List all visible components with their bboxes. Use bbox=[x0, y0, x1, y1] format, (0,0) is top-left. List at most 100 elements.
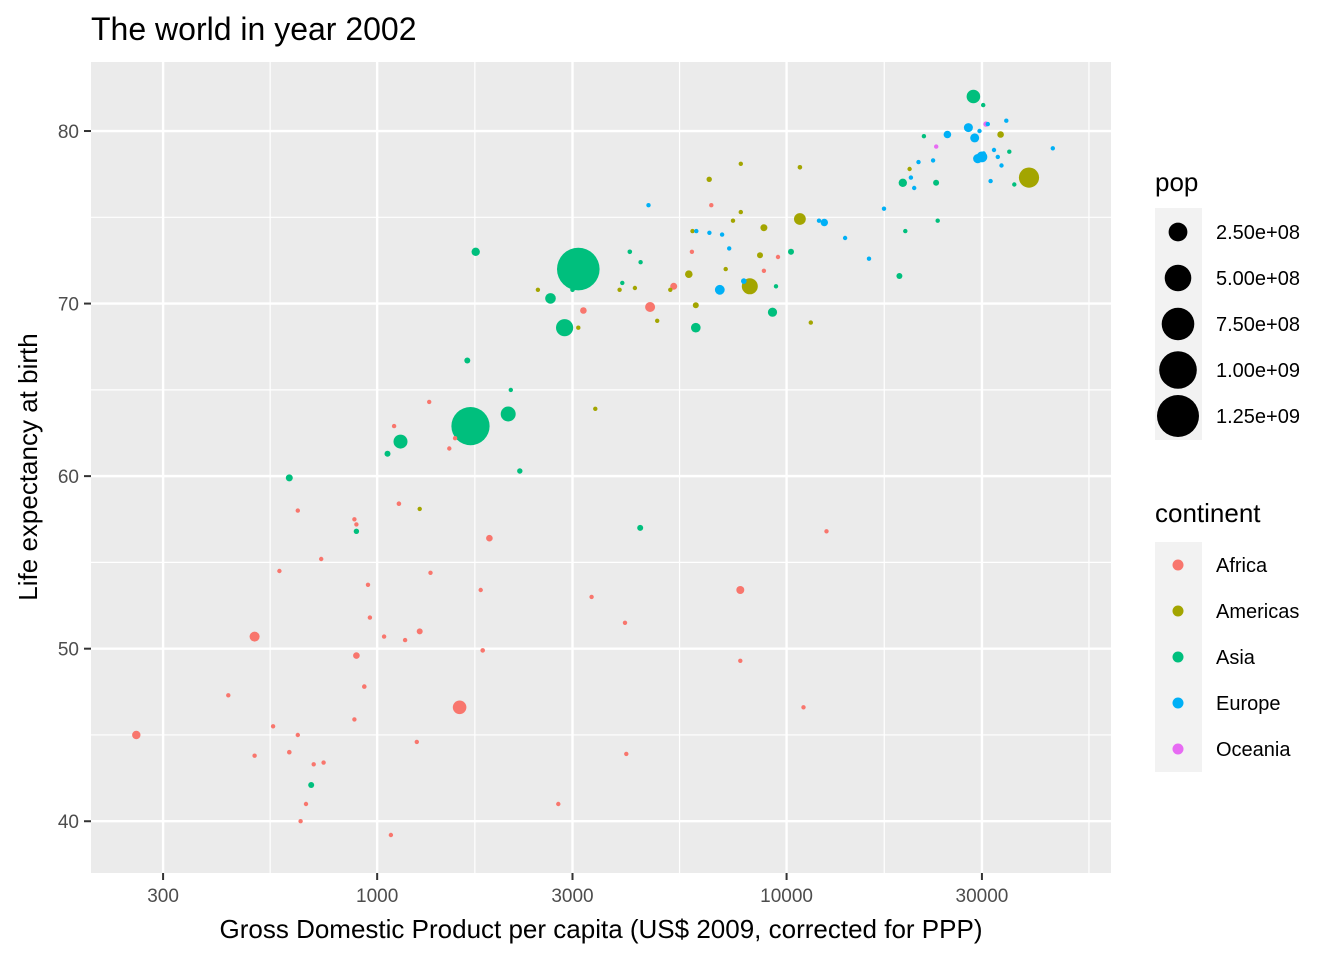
x-tick-label: 3000 bbox=[551, 886, 593, 907]
data-point-africa bbox=[367, 615, 373, 620]
data-point-africa bbox=[295, 732, 300, 738]
data-point-americas bbox=[685, 270, 693, 279]
data-point-asia bbox=[627, 249, 633, 255]
data-point-americas bbox=[632, 285, 638, 291]
data-point-europe bbox=[908, 175, 914, 180]
data-point-europe bbox=[866, 256, 872, 261]
data-point-europe bbox=[943, 130, 952, 139]
color-legend-label: Europe bbox=[1216, 693, 1281, 715]
data-point-africa bbox=[270, 724, 276, 729]
data-point-oceania bbox=[934, 144, 939, 149]
data-point-europe bbox=[999, 163, 1004, 168]
data-point-americas bbox=[723, 266, 728, 272]
data-point-europe bbox=[970, 133, 980, 143]
data-point-americas bbox=[617, 287, 622, 292]
data-point-asia bbox=[966, 89, 981, 104]
data-point-africa bbox=[321, 760, 326, 765]
data-point-asia bbox=[767, 307, 778, 317]
data-point-africa bbox=[362, 684, 367, 689]
data-point-africa bbox=[295, 508, 300, 513]
data-point-asia bbox=[471, 247, 480, 256]
data-point-africa bbox=[670, 282, 678, 290]
y-tick-label: 70 bbox=[58, 295, 79, 316]
data-point-asia bbox=[637, 524, 644, 531]
data-point-africa bbox=[486, 534, 493, 542]
data-point-asia bbox=[353, 528, 360, 534]
y-tick-label: 40 bbox=[58, 812, 79, 833]
data-point-africa bbox=[414, 739, 419, 745]
data-point-europe bbox=[694, 228, 699, 234]
data-point-africa bbox=[736, 586, 745, 594]
data-point-americas bbox=[730, 218, 736, 223]
data-point-europe bbox=[916, 159, 921, 165]
data-point-africa bbox=[480, 648, 486, 653]
size-legend-label: 2.50e+08 bbox=[1216, 222, 1300, 244]
data-point-africa bbox=[249, 631, 260, 642]
data-point-africa bbox=[556, 801, 561, 807]
data-point-africa bbox=[447, 446, 452, 451]
data-point-asia bbox=[981, 102, 986, 108]
size-legend-label: 5.00e+08 bbox=[1216, 268, 1300, 290]
data-point-asia bbox=[935, 218, 940, 223]
data-point-africa bbox=[478, 587, 483, 593]
size-legend-key bbox=[1164, 264, 1192, 292]
data-point-europe bbox=[963, 123, 973, 133]
color-legend-key bbox=[1172, 697, 1184, 709]
size-legend-key bbox=[1157, 395, 1199, 437]
data-point-asia bbox=[556, 319, 574, 337]
data-point-asia bbox=[921, 134, 927, 139]
data-point-europe bbox=[981, 151, 986, 156]
data-point-asia bbox=[451, 407, 490, 446]
y-tick-label: 50 bbox=[58, 640, 79, 661]
data-point-europe bbox=[973, 154, 983, 164]
data-point-americas bbox=[706, 176, 712, 182]
size-legend-label: 1.00e+09 bbox=[1216, 360, 1300, 382]
data-point-europe bbox=[1050, 146, 1056, 151]
grid-lines bbox=[91, 62, 1111, 873]
data-point-americas bbox=[794, 213, 806, 225]
data-point-africa bbox=[287, 749, 292, 755]
data-point-europe bbox=[820, 218, 828, 227]
data-point-asia bbox=[773, 284, 779, 289]
data-point-europe bbox=[646, 203, 651, 208]
data-point-asia bbox=[620, 280, 625, 286]
data-point-europe bbox=[881, 206, 887, 211]
data-point-africa bbox=[365, 582, 371, 587]
x-tick-label: 1000 bbox=[356, 886, 398, 907]
data-point-europe bbox=[707, 230, 712, 235]
color-legend-label: Americas bbox=[1216, 601, 1299, 623]
data-point-africa bbox=[391, 423, 397, 429]
plot-panel bbox=[91, 62, 1111, 873]
data-point-africa bbox=[226, 693, 231, 698]
data-point-americas bbox=[760, 224, 768, 232]
data-point-americas bbox=[1018, 167, 1040, 188]
data-point-asia bbox=[545, 293, 556, 304]
data-point-europe bbox=[930, 158, 936, 163]
x-tick-label: 10000 bbox=[760, 886, 813, 907]
data-point-americas bbox=[535, 287, 541, 292]
data-point-africa bbox=[354, 522, 359, 527]
data-point-americas bbox=[417, 506, 422, 512]
data-point-africa bbox=[402, 637, 408, 643]
data-point-africa bbox=[132, 730, 141, 740]
data-point-europe bbox=[977, 128, 982, 134]
data-point-europe bbox=[816, 218, 822, 223]
data-point-asia bbox=[308, 782, 315, 788]
x-tick-label: 30000 bbox=[956, 886, 1009, 907]
data-point-africa bbox=[381, 634, 387, 639]
data-point-asia bbox=[570, 287, 575, 293]
axes: 300 1000 3000 10000 30000 40 50 60 70 80 bbox=[58, 122, 1008, 907]
data-point-americas bbox=[738, 161, 743, 166]
data-point-asia bbox=[1007, 149, 1012, 154]
data-point-africa bbox=[277, 568, 282, 574]
data-point-africa bbox=[298, 819, 303, 824]
data-point-africa bbox=[738, 658, 743, 663]
data-point-africa bbox=[416, 628, 423, 635]
data-point-africa bbox=[427, 399, 432, 405]
data-point-americas bbox=[692, 302, 699, 309]
data-point-asia bbox=[464, 357, 471, 364]
color-legend-key bbox=[1172, 651, 1184, 663]
data-point-asia bbox=[517, 468, 523, 474]
data-point-africa bbox=[303, 801, 309, 807]
